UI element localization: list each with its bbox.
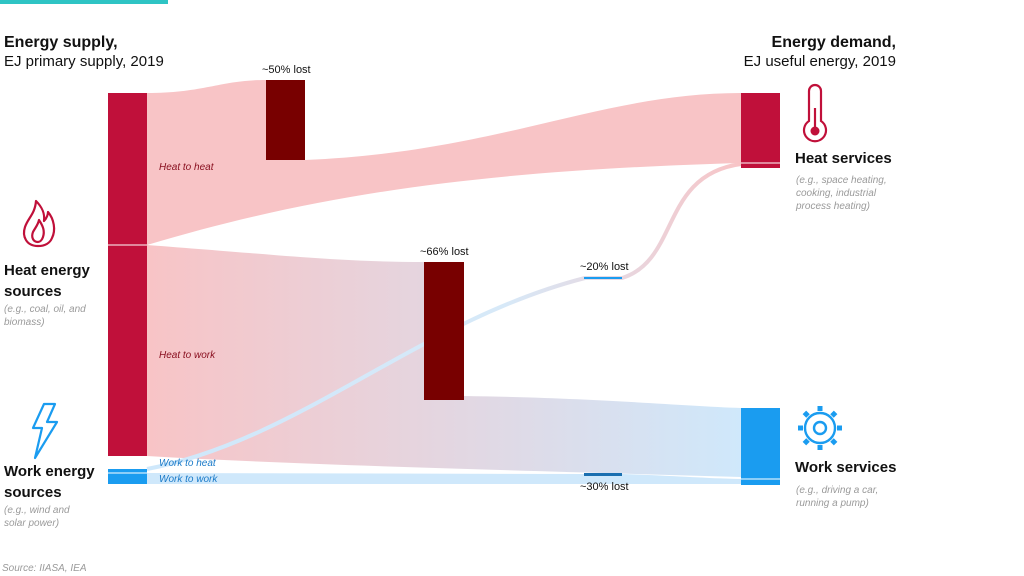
work-services-note-line2: running a pump) [796, 498, 869, 509]
heat-sources-title-line1: Heat energy [4, 262, 90, 279]
flow-label-heat-to-work: Heat to work [159, 350, 216, 361]
loss-label-work-to-work: ~30% lost [580, 481, 629, 493]
flow-label-heat-to-heat: Heat to heat [159, 162, 214, 173]
flow-label-work-to-heat: Work to heat [159, 458, 216, 469]
source-note: Source: IIASA, IEA [2, 563, 87, 574]
flow-work-to-heat [146, 162, 742, 471]
node-work-services [741, 408, 780, 485]
loss-label-heat-to-heat: ~50% lost [262, 64, 311, 76]
supply-header-subtitle: EJ primary supply, 2019 [4, 53, 164, 70]
work-sources-note-line2: solar power) [4, 518, 60, 529]
heat-sources-note-line2: biomass) [4, 317, 45, 328]
work-services-note-line1: (e.g., driving a car, [796, 485, 879, 496]
thermometer-icon [802, 83, 828, 143]
supply-header-title: Energy supply, [4, 34, 118, 51]
node-loss-heat-to-heat [266, 80, 305, 160]
loss-label-work-to-heat: ~20% lost [580, 261, 629, 273]
node-loss-work-to-heat [584, 277, 622, 279]
work-sources-title-line1: Work energy [4, 463, 95, 480]
flow-heat-to-heat [147, 80, 741, 245]
flow-work-to-work [147, 473, 741, 484]
node-loss-heat-to-work [424, 262, 464, 400]
work-services-title: Work services [795, 459, 897, 476]
node-heat-services [741, 93, 780, 168]
flow-label-work-to-work: Work to work [159, 474, 218, 485]
node-work-sources [108, 469, 147, 484]
heat-services-title: Heat services [795, 150, 892, 167]
heat-services-note-line2: cooking, industrial [796, 188, 877, 199]
node-heat-sources [108, 93, 147, 456]
heat-services-note-line1: (e.g., space heating, [796, 175, 887, 186]
demand-header-subtitle: EJ useful energy, 2019 [743, 53, 896, 70]
node-loss-work-to-work [584, 473, 622, 476]
heat-sources-note-line1: (e.g., coal, oil, and [4, 304, 86, 315]
accent-bar [0, 0, 168, 4]
work-sources-title-line2: sources [4, 484, 62, 501]
heat-services-note-line3: process heating) [796, 201, 870, 212]
heat-sources-title-line2: sources [4, 283, 62, 300]
demand-header-title: Energy demand, [771, 34, 896, 51]
gear-icon [798, 406, 842, 450]
work-sources-note-line1: (e.g., wind and [4, 505, 70, 516]
flame-icon [22, 199, 56, 248]
lightning-icon [31, 402, 59, 460]
loss-label-heat-to-work: ~66% lost [420, 246, 469, 258]
